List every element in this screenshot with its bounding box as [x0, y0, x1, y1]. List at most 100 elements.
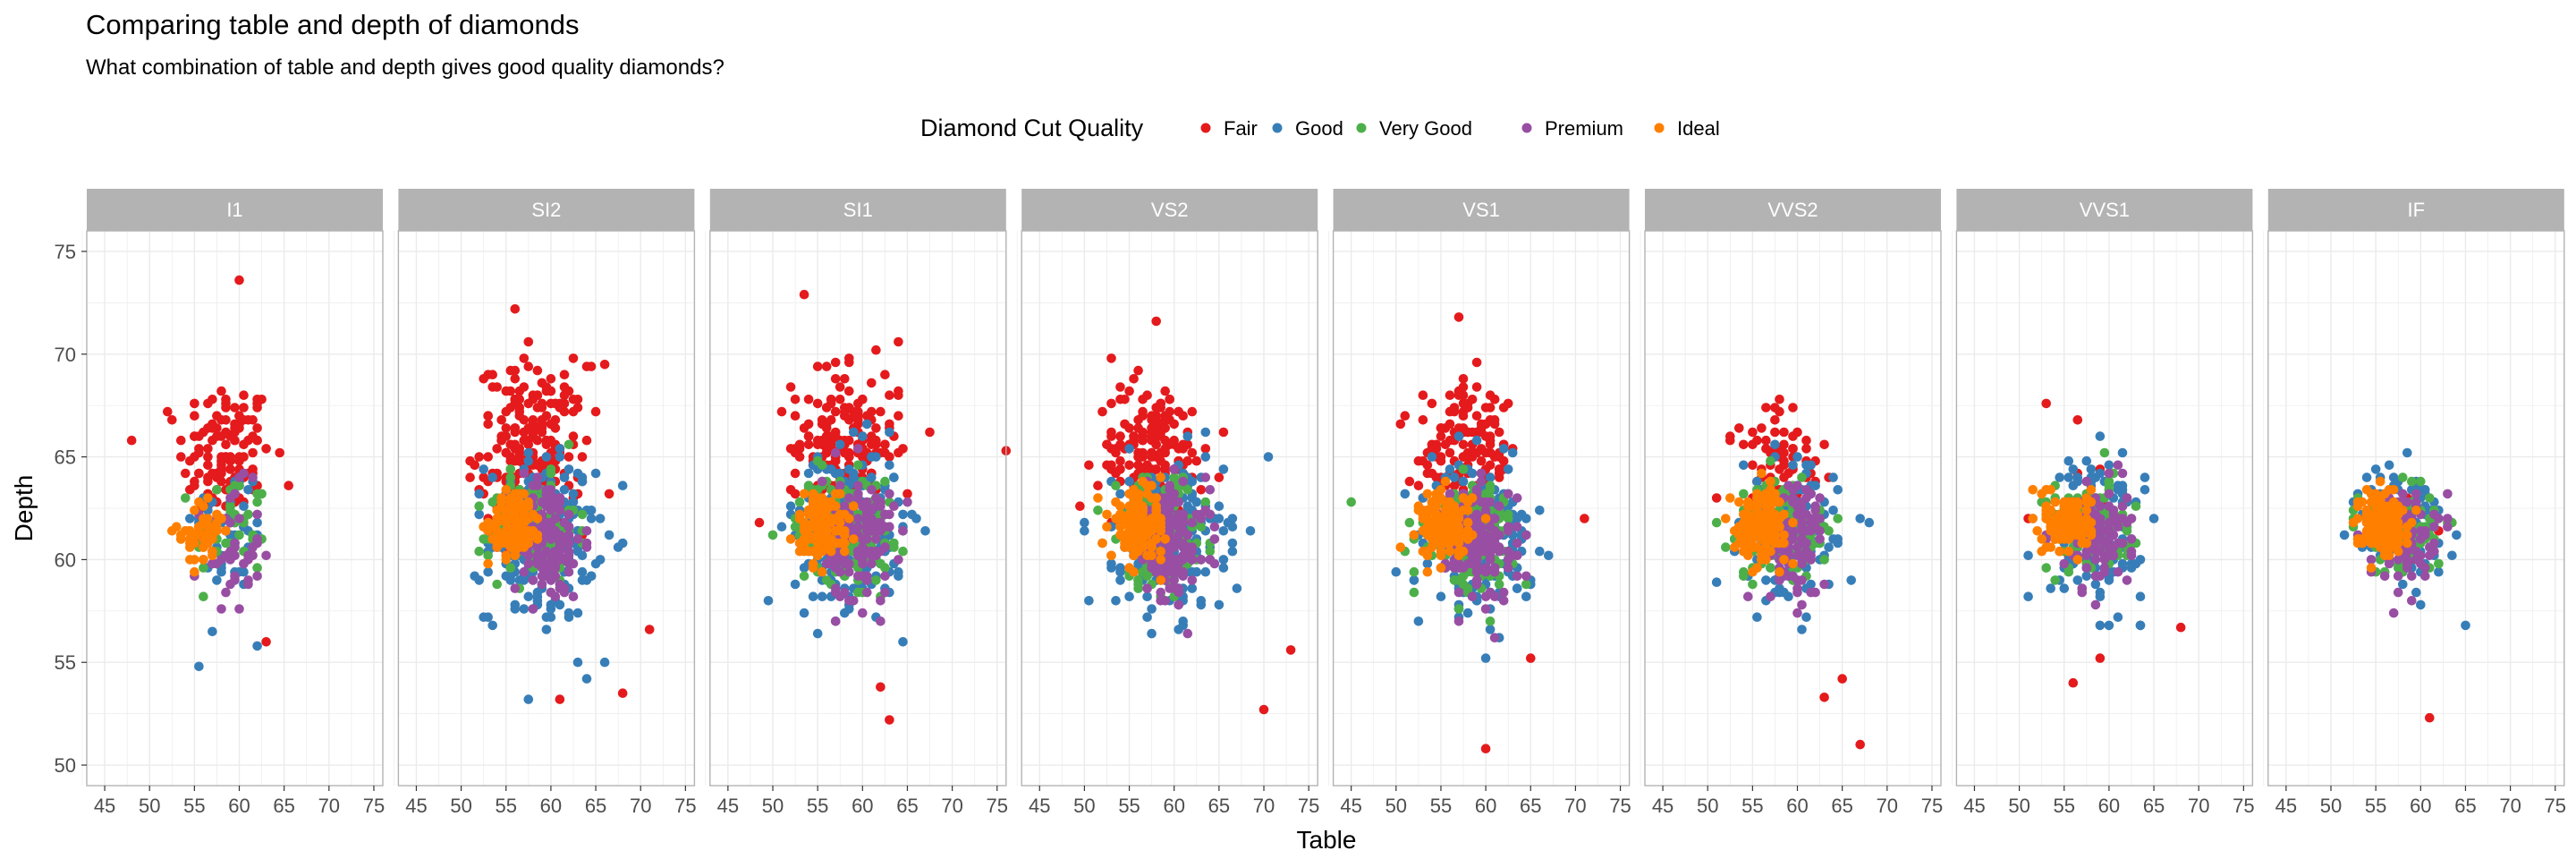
data-point: [1471, 558, 1482, 569]
data-point: [1752, 509, 1762, 520]
data-point: [871, 423, 881, 433]
data-point: [541, 526, 552, 536]
data-point: [1797, 600, 1807, 610]
data-point: [1748, 427, 1758, 438]
data-point: [1449, 403, 1460, 412]
data-point: [617, 688, 628, 698]
data-point: [808, 591, 818, 601]
data-point: [581, 526, 592, 536]
data-point: [225, 464, 235, 474]
data-point: [555, 452, 565, 462]
data-point: [474, 546, 484, 557]
data-point: [523, 439, 534, 450]
legend-item-fair: Fair: [1200, 117, 1258, 140]
data-point: [1535, 506, 1545, 515]
data-point: [1111, 481, 1121, 490]
data-point: [840, 406, 850, 417]
data-point: [1806, 550, 1816, 561]
data-point: [2068, 481, 2079, 490]
data-point: [1174, 497, 1183, 507]
data-point: [894, 411, 903, 421]
data-point: [1498, 596, 1509, 606]
panel-border: [1644, 230, 1942, 787]
data-point: [1436, 485, 1446, 495]
data-point: [564, 530, 574, 540]
data-point: [1142, 530, 1152, 540]
data-point: [1169, 472, 1179, 482]
data-point: [586, 361, 597, 371]
data-point: [1806, 587, 1816, 598]
data-point: [1449, 563, 1460, 573]
data-point: [790, 579, 801, 590]
data-point: [284, 481, 294, 490]
data-point: [1828, 534, 1838, 544]
data-point: [541, 612, 552, 622]
data-point: [1142, 583, 1152, 593]
chart-subtitle: What combination of table and depth give…: [86, 55, 724, 80]
data-point: [1165, 546, 1174, 557]
data-point: [885, 427, 894, 438]
data-point: [1471, 538, 1482, 549]
data-point: [2023, 591, 2033, 601]
data-point: [1115, 382, 1125, 392]
data-point: [1187, 555, 1198, 565]
data-point: [1129, 509, 1139, 520]
data-point: [568, 497, 579, 507]
data-point: [867, 378, 877, 388]
data-point: [799, 608, 809, 618]
data-point: [1174, 558, 1183, 569]
data-point: [487, 620, 497, 631]
data-point: [894, 447, 903, 458]
data-point: [1182, 485, 1193, 495]
data-point: [1120, 514, 1130, 523]
data-point: [794, 497, 805, 507]
data-point: [1797, 555, 1807, 565]
data-point: [1106, 398, 1116, 409]
data-point: [199, 555, 208, 565]
data-point: [577, 452, 588, 462]
data-point: [840, 546, 850, 557]
data-point: [763, 596, 774, 606]
data-point: [555, 694, 565, 704]
data-point: [799, 571, 809, 582]
data-point: [564, 452, 574, 462]
legend-item-ideal: Ideal: [1654, 117, 1720, 140]
data-point: [812, 526, 823, 536]
data-point: [876, 517, 886, 528]
data-point: [212, 509, 222, 520]
data-point: [194, 444, 204, 454]
data-point: [1129, 566, 1139, 577]
data-point: [1779, 427, 1789, 438]
data-point: [1138, 431, 1148, 441]
data-point: [225, 501, 235, 511]
data-point: [1480, 653, 1491, 663]
data-point: [523, 530, 534, 540]
data-point: [555, 403, 565, 412]
data-point: [1766, 455, 1775, 466]
data-point: [1779, 439, 1789, 450]
data-point: [862, 514, 872, 523]
data-point: [1427, 497, 1437, 507]
data-point: [1498, 444, 1509, 454]
data-point: [1151, 493, 1161, 503]
data-point: [514, 522, 525, 532]
data-point: [803, 439, 814, 450]
data-point: [1209, 522, 1220, 532]
data-point: [898, 637, 908, 647]
data-point: [830, 583, 841, 593]
data-point: [252, 435, 262, 446]
data-point: [532, 472, 543, 482]
data-point: [1160, 596, 1170, 606]
data-point: [1775, 566, 1784, 577]
y-tick-label: 70: [55, 344, 76, 366]
data-point: [1156, 472, 1165, 482]
data-point: [1837, 674, 1847, 684]
data-point: [1404, 517, 1415, 528]
data-point: [871, 526, 881, 536]
data-point: [216, 566, 226, 577]
data-point: [1106, 550, 1116, 561]
data-point: [208, 546, 217, 557]
data-point: [1156, 455, 1165, 466]
data-point: [510, 583, 521, 593]
data-point: [830, 617, 841, 626]
